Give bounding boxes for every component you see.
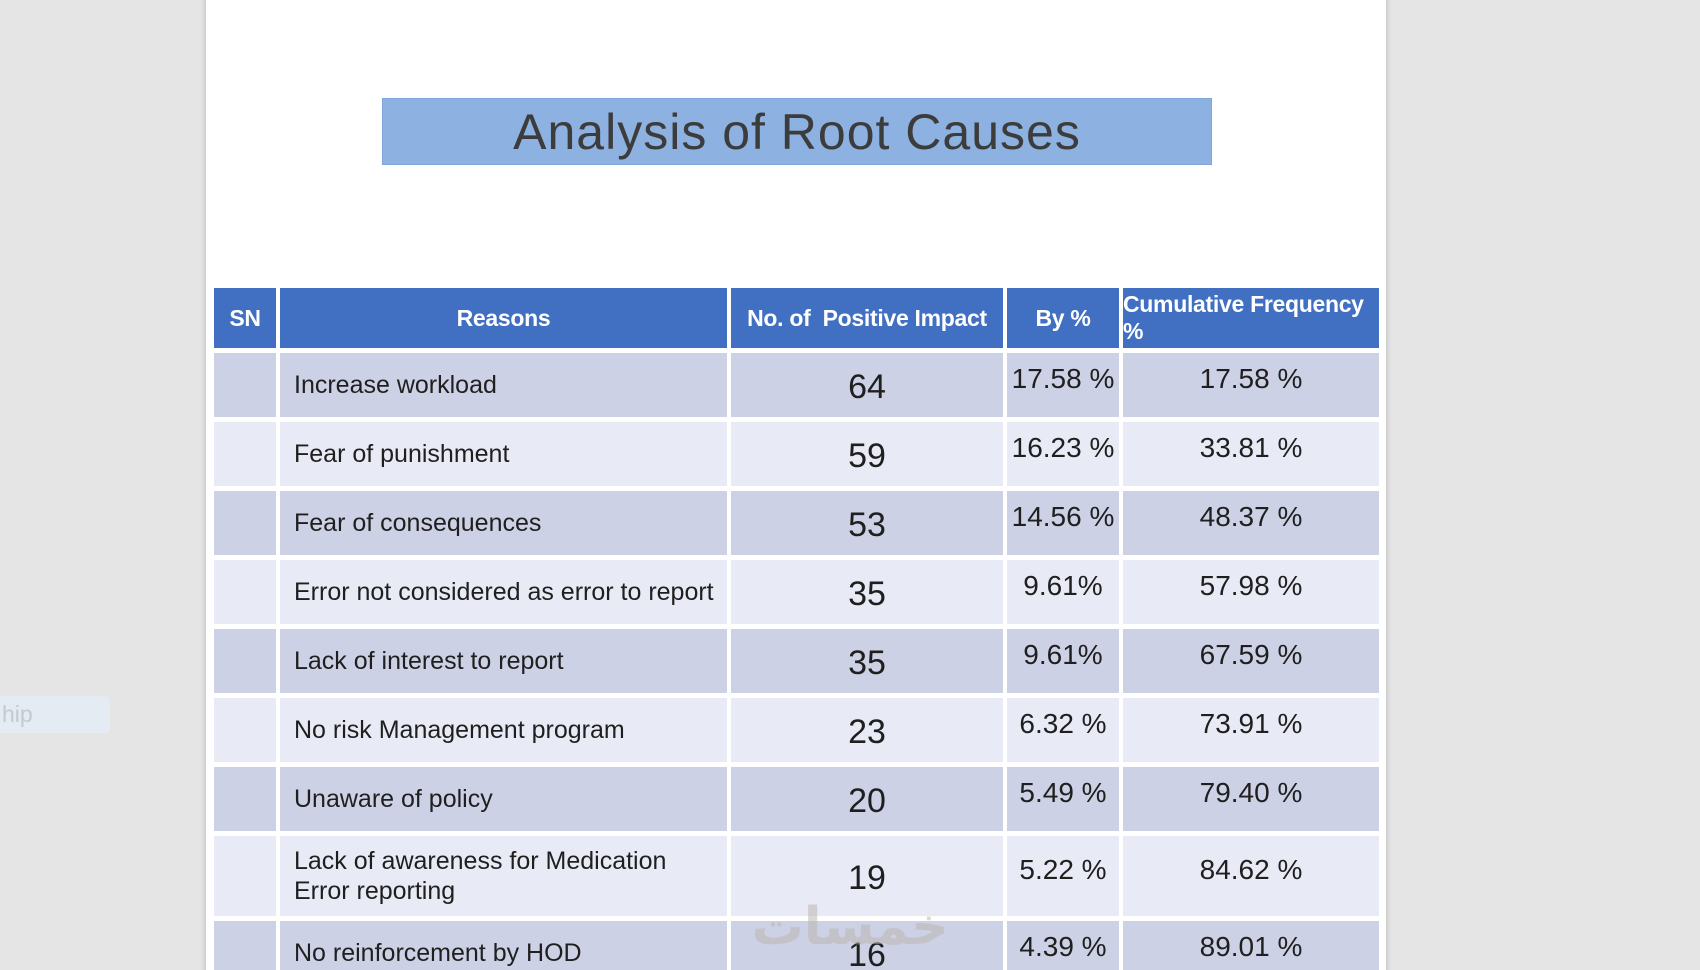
- cell-by-percent: 17.58 %: [1007, 353, 1119, 417]
- cell-sn: [214, 353, 276, 417]
- cell-positive-impact-count: 23: [731, 698, 1003, 762]
- cell-positive-impact-count: 35: [731, 560, 1003, 624]
- cell-sn: [214, 921, 276, 970]
- clipped-tooltip[interactable]: hip: [0, 696, 110, 733]
- cell-reason: Error not considered as error to report: [280, 560, 727, 624]
- cell-by-percent: 16.23 %: [1007, 422, 1119, 486]
- cell-by-percent: 14.56 %: [1007, 491, 1119, 555]
- cell-reason: Unaware of policy: [280, 767, 727, 831]
- column-header-cumulative-frequency: Cumulative Frequency %: [1123, 288, 1379, 348]
- cell-cumulative-percent: 84.62 %: [1123, 836, 1379, 916]
- cell-cumulative-percent: 48.37 %: [1123, 491, 1379, 555]
- page-title: Analysis of Root Causes: [513, 103, 1081, 160]
- cell-reason: No risk Management program: [280, 698, 727, 762]
- column-header-sn: SN: [214, 288, 276, 348]
- column-header-reasons: Reasons: [280, 288, 727, 348]
- cell-sn: [214, 836, 276, 916]
- column-header-by-pct: By %: [1007, 288, 1119, 348]
- cell-sn: [214, 767, 276, 831]
- cell-positive-impact-count: 59: [731, 422, 1003, 486]
- cell-positive-impact-count: 35: [731, 629, 1003, 693]
- cell-cumulative-percent: 89.01 %: [1123, 921, 1379, 970]
- cell-sn: [214, 560, 276, 624]
- clipped-tooltip-label: hip: [2, 701, 33, 727]
- cell-cumulative-percent: 33.81 %: [1123, 422, 1379, 486]
- cell-positive-impact-count: 20: [731, 767, 1003, 831]
- cell-by-percent: 9.61%: [1007, 560, 1119, 624]
- root-causes-table: SN Reasons No. of Positive Impact By % C…: [214, 288, 1379, 970]
- cell-positive-impact-count: 16: [731, 921, 1003, 970]
- cell-by-percent: 5.49 %: [1007, 767, 1119, 831]
- cell-by-percent: 5.22 %: [1007, 836, 1119, 916]
- cell-reason: Fear of consequences: [280, 491, 727, 555]
- cell-reason: Increase workload: [280, 353, 727, 417]
- cell-reason: Lack of interest to report: [280, 629, 727, 693]
- cell-reason: Lack of awareness for Medication Error r…: [280, 836, 727, 916]
- cell-by-percent: 4.39 %: [1007, 921, 1119, 970]
- cell-cumulative-percent: 57.98 %: [1123, 560, 1379, 624]
- cell-cumulative-percent: 79.40 %: [1123, 767, 1379, 831]
- column-header-positive-impact: No. of Positive Impact: [731, 288, 1003, 348]
- cell-by-percent: 9.61%: [1007, 629, 1119, 693]
- cell-cumulative-percent: 67.59 %: [1123, 629, 1379, 693]
- cell-reason: Fear of punishment: [280, 422, 727, 486]
- cell-sn: [214, 698, 276, 762]
- cell-reason: No reinforcement by HOD: [280, 921, 727, 970]
- cell-by-percent: 6.32 %: [1007, 698, 1119, 762]
- cell-positive-impact-count: 53: [731, 491, 1003, 555]
- cell-sn: [214, 629, 276, 693]
- cell-cumulative-percent: 17.58 %: [1123, 353, 1379, 417]
- cell-cumulative-percent: 73.91 %: [1123, 698, 1379, 762]
- cell-positive-impact-count: 64: [731, 353, 1003, 417]
- cell-sn: [214, 491, 276, 555]
- cell-positive-impact-count: 19: [731, 836, 1003, 916]
- cell-sn: [214, 422, 276, 486]
- slide-title-banner: Analysis of Root Causes: [382, 98, 1212, 165]
